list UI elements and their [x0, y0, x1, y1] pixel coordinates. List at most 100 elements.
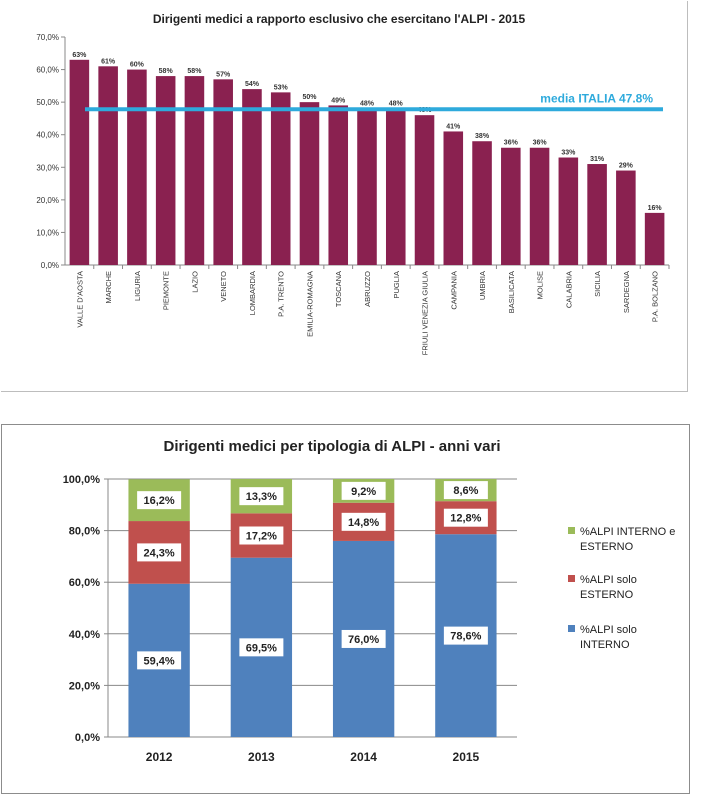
y-tick-label: 60,0%: [69, 577, 100, 589]
bar: [69, 59, 90, 265]
regional-alpi-chart-svg: Dirigenti medici a rapporto esclusivo ch…: [36, 12, 670, 355]
y-tick-label: 30,0%: [36, 163, 59, 172]
alpi-type-chart: Dirigenti medici per tipologia di ALPI -…: [1, 424, 690, 794]
x-tick-label: PUGLIA: [392, 271, 401, 299]
x-tick-label: CAMPANIA: [449, 271, 458, 310]
data-label: 63%: [72, 52, 87, 59]
bar: [155, 76, 176, 265]
legend-label: ESTERNO: [580, 541, 634, 553]
data-label: 76,0%: [348, 634, 379, 646]
bar: [299, 102, 320, 266]
x-tick-label: MOLISE: [536, 271, 545, 299]
bar: [616, 170, 636, 265]
data-label: 16%: [648, 205, 663, 212]
x-tick-label: LIGURIA: [133, 271, 142, 301]
data-label-box: [137, 543, 182, 562]
y-tick-label: 20,0%: [36, 196, 59, 205]
legend-label: %ALPI solo: [580, 624, 637, 636]
data-label: 38%: [475, 133, 490, 140]
y-tick-label: 0,0%: [41, 261, 59, 270]
x-tick-label: MARCHE: [104, 271, 113, 304]
x-tick-label: BASILICATA: [507, 271, 516, 313]
data-label: 17,2%: [246, 531, 277, 543]
data-label-box: [341, 629, 386, 648]
bar: [385, 108, 406, 266]
y-tick-label: 80,0%: [69, 526, 100, 538]
data-label: 59,4%: [144, 655, 175, 667]
bar: [270, 92, 291, 265]
chart-title: Dirigenti medici a rapporto esclusivo ch…: [153, 12, 526, 26]
alpi-type-chart-svg: Dirigenti medici per tipologia di ALPI -…: [63, 438, 676, 764]
data-label-box: [341, 512, 386, 531]
data-label: 8,6%: [453, 485, 478, 497]
bar: [184, 76, 205, 265]
x-tick-label: TOSCANA: [334, 271, 343, 307]
data-label: 58%: [159, 68, 174, 75]
bar: [443, 131, 464, 265]
data-label: 57%: [216, 71, 231, 78]
data-label-box: [443, 481, 488, 500]
data-label: 61%: [101, 58, 116, 65]
data-label: 53%: [274, 84, 289, 91]
legend-label: INTERNO: [580, 639, 630, 651]
data-label: 24,3%: [144, 547, 175, 559]
x-tick-label: 2012: [146, 750, 173, 764]
average-reference-label: media ITALIA 47.8%: [540, 91, 653, 105]
x-tick-label: EMILIA-ROMAGNA: [305, 271, 314, 337]
x-tick-label: FRIULI VENEZIA GIULIA: [421, 271, 430, 355]
data-label: 33%: [561, 150, 576, 157]
y-tick-label: 50,0%: [36, 98, 59, 107]
data-label: 54%: [245, 81, 260, 88]
data-label-box: [341, 481, 386, 500]
data-label: 12,8%: [450, 513, 481, 525]
data-label-box: [239, 638, 284, 657]
data-label: 36%: [504, 140, 519, 147]
legend-label: ESTERNO: [580, 589, 634, 601]
data-label: 49%: [331, 97, 346, 104]
y-tick-label: 40,0%: [69, 629, 100, 641]
y-tick-label: 70,0%: [36, 33, 59, 42]
bar: [644, 212, 665, 265]
bar: [587, 164, 607, 265]
data-label: 29%: [619, 163, 634, 170]
legend-swatch: [568, 527, 575, 534]
data-label-box: [443, 508, 488, 527]
x-tick-label: SARDEGNA: [622, 271, 631, 313]
data-label: 16,2%: [144, 495, 175, 507]
y-tick-label: 60,0%: [36, 66, 59, 75]
x-tick-label: ABRUZZO: [363, 271, 372, 307]
x-tick-label: P.A. BOLZANO: [651, 271, 660, 322]
x-tick-label: 2013: [248, 750, 275, 764]
x-tick-label: LAZIO: [190, 271, 199, 293]
data-label: 31%: [590, 156, 605, 163]
legend-swatch: [568, 575, 575, 582]
bar: [98, 66, 118, 265]
x-tick-label: 2015: [453, 750, 480, 764]
x-tick-label: P.A. TRENTO: [277, 271, 286, 317]
bar: [529, 147, 550, 265]
legend-label: %ALPI solo: [580, 574, 637, 586]
x-tick-label: 2014: [350, 750, 377, 764]
data-label: 9,2%: [351, 486, 376, 498]
y-tick-label: 40,0%: [36, 131, 59, 140]
bar: [501, 147, 521, 265]
bar: [357, 108, 377, 266]
data-label-box: [239, 526, 284, 545]
y-tick-label: 20,0%: [69, 680, 100, 692]
data-label: 60%: [130, 62, 145, 69]
data-label: 58%: [187, 68, 202, 75]
data-label-box: [443, 626, 488, 645]
x-tick-label: UMBRIA: [478, 271, 487, 300]
bar: [213, 79, 233, 265]
data-label: 41%: [446, 123, 461, 130]
y-tick-label: 0,0%: [75, 732, 100, 744]
legend-swatch: [568, 625, 575, 632]
bar: [242, 89, 262, 265]
data-label: 78,6%: [450, 631, 481, 643]
bar: [127, 69, 147, 265]
y-tick-label: 100,0%: [63, 474, 101, 486]
data-label: 50%: [302, 94, 317, 101]
x-tick-label: VALLE D'AOSTA: [75, 271, 84, 328]
x-tick-label: CALABRIA: [564, 271, 573, 308]
y-tick-label: 10,0%: [36, 228, 59, 237]
